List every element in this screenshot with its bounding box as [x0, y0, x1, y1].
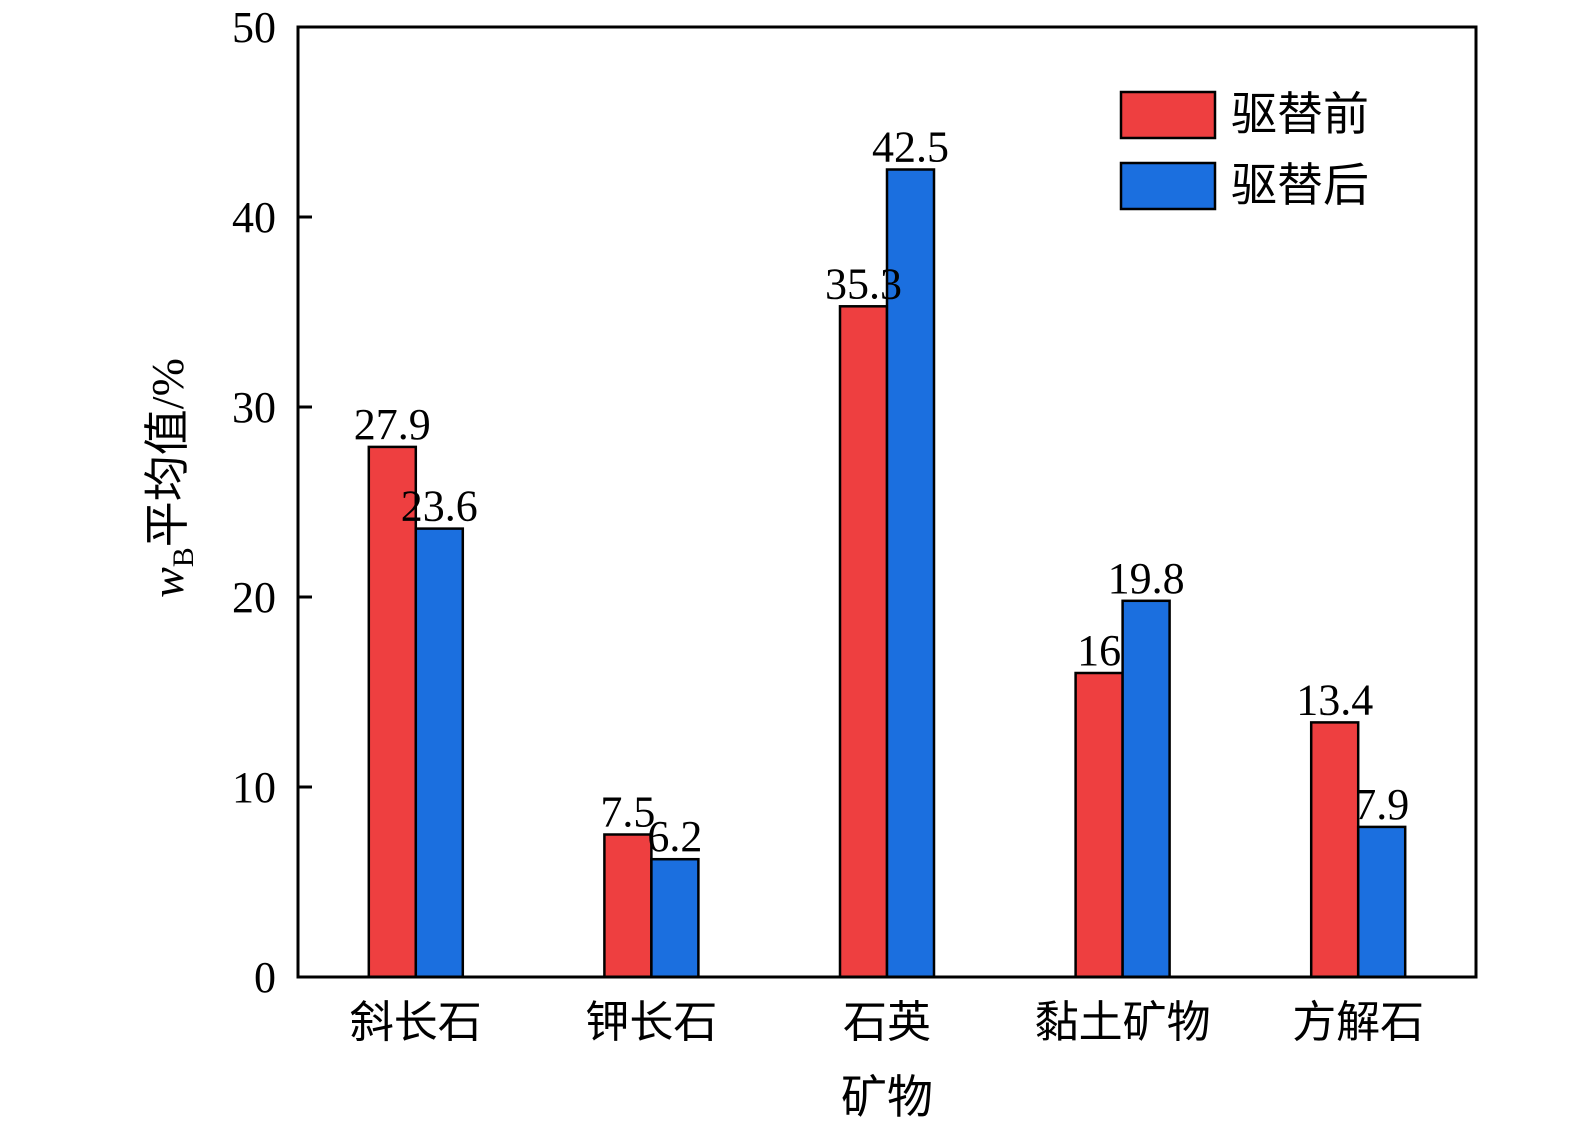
- y-tick-label-2: 10: [232, 763, 276, 812]
- legend-label-1: 驱替前: [1231, 89, 1369, 140]
- bars-group: [367, 168, 1407, 979]
- y-axis: 0 10 20 30 40 50: [232, 3, 312, 1002]
- x-axis-title: 矿物: [841, 1072, 933, 1123]
- x-tick-label-3: 石英: [843, 998, 931, 1047]
- y-tick-label-4: 30: [232, 383, 276, 432]
- y-tick-label-6: 50: [232, 3, 276, 52]
- legend-swatch-2: [1119, 161, 1217, 211]
- x-tick-label-5: 方解石: [1292, 998, 1424, 1047]
- data-label-2-4: 19.8: [1108, 554, 1185, 603]
- legend-swatch-1: [1119, 90, 1217, 140]
- bar-1-3: [838, 305, 889, 979]
- y-tick-label-1: 0: [254, 953, 276, 1002]
- data-label-1-4: 16: [1077, 626, 1121, 675]
- bar-1-1: [367, 445, 418, 979]
- x-axis: 斜长石 钾长石 石英 黏土矿物 方解石: [350, 998, 1424, 1047]
- y-axis-title-rest: 平均值/%: [142, 358, 193, 547]
- x-tick-label-4: 黏土矿物: [1035, 998, 1211, 1047]
- data-label-1-1: 27.9: [354, 400, 431, 449]
- bar-2-2: [650, 857, 700, 979]
- y-axis-title-subscript: B: [167, 547, 200, 567]
- bar-2-4: [1121, 599, 1171, 979]
- bar-1-4: [1074, 671, 1124, 979]
- y-axis-title-variable: w: [142, 567, 193, 598]
- data-label-2-5: 7.9: [1354, 780, 1409, 829]
- data-label-1-5: 13.4: [1296, 675, 1373, 724]
- data-label-1-3: 35.3: [825, 259, 902, 308]
- bar-1-2: [603, 833, 653, 979]
- data-label-2-2: 6.2: [647, 812, 702, 861]
- bar-2-5: [1356, 825, 1407, 979]
- y-tick-label-5: 40: [232, 193, 276, 242]
- legend-label-2: 驱替后: [1231, 160, 1369, 211]
- data-label-1-2: 7.5: [600, 788, 655, 837]
- y-axis-title: wB平均值/%: [142, 358, 200, 598]
- data-labels-group: 27.9 23.6 7.56.2 35.3 42.5 16 19.8 13.4 7.9: [354, 123, 1409, 862]
- plot-frame: [296, 25, 1478, 979]
- bar-2-1: [414, 527, 465, 979]
- data-label-2-3: 42.5: [872, 123, 949, 172]
- x-tick-label-1: 斜长石: [350, 998, 482, 1047]
- y-tick-label-3: 20: [232, 573, 276, 622]
- bar-2-3: [885, 168, 936, 979]
- data-label-2-1: 23.6: [401, 482, 478, 531]
- bar-1-5: [1309, 721, 1360, 979]
- x-tick-label-2: 钾长石: [585, 998, 717, 1047]
